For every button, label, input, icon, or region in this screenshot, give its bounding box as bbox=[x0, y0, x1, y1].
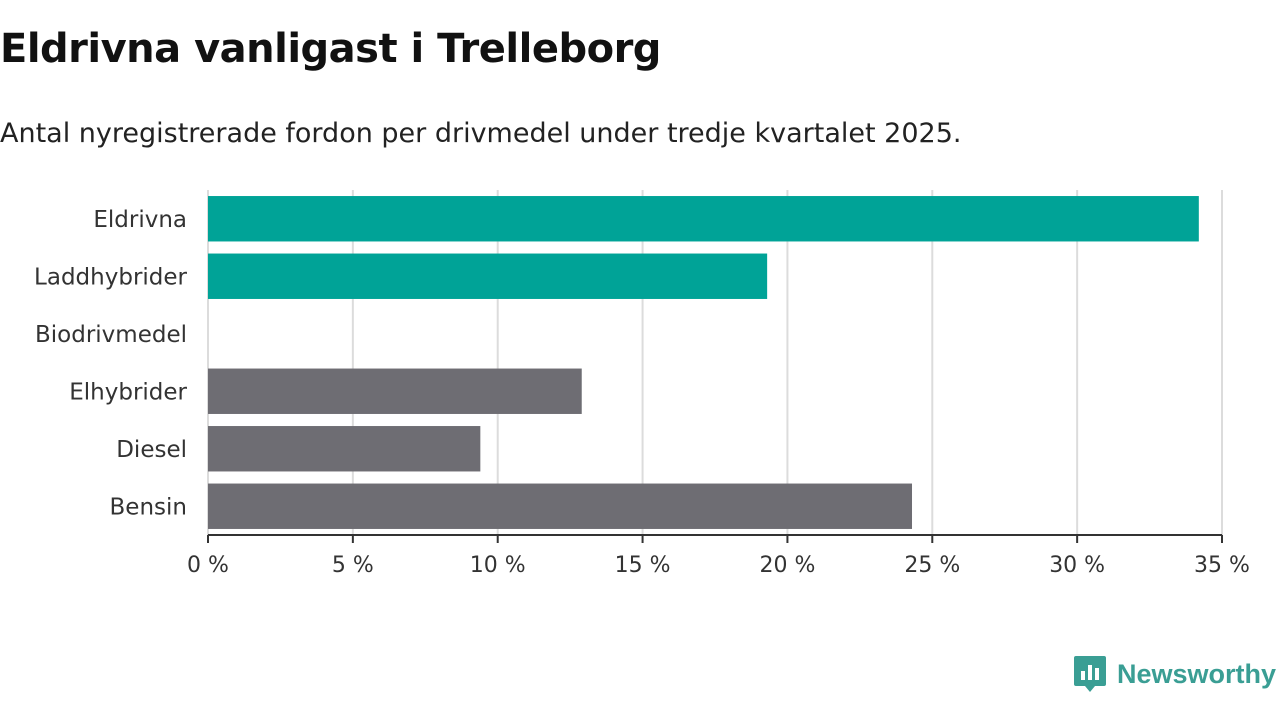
x-tick-label: 20 % bbox=[759, 553, 815, 578]
x-tick-label: 10 % bbox=[470, 553, 526, 578]
x-tick-label: 15 % bbox=[615, 553, 671, 578]
bar-diesel[interactable] bbox=[208, 426, 481, 472]
category-label: Elhybrider bbox=[69, 379, 187, 405]
brand-logo[interactable]: Newsworthy bbox=[1073, 654, 1276, 694]
newsworthy-logo-icon bbox=[1073, 656, 1106, 692]
bar-bensin[interactable] bbox=[208, 483, 913, 529]
x-tick-label: 5 % bbox=[332, 553, 374, 578]
x-tick-label: 30 % bbox=[1049, 553, 1105, 578]
bar-laddhybrider[interactable] bbox=[208, 253, 768, 299]
brand-name: Newsworthy bbox=[1116, 658, 1276, 689]
category-label: Diesel bbox=[116, 437, 187, 463]
category-label: Biodrivmedel bbox=[35, 322, 187, 348]
chart-subtitle: Antal nyregistrerade fordon per drivmede… bbox=[0, 118, 962, 149]
chart-title: Eldrivna vanligast i Trelleborg bbox=[0, 26, 661, 72]
x-tick-label: 35 % bbox=[1194, 553, 1250, 578]
bar-chart: Eldrivna Laddhybrider Biodrivmedel Elhybrid… bbox=[34, 190, 1250, 578]
category-label: Eldrivna bbox=[93, 207, 187, 233]
x-tick-label: 0 % bbox=[187, 553, 229, 578]
bars bbox=[208, 196, 1199, 529]
gridlines bbox=[207, 190, 1223, 535]
bar-elhybrider[interactable] bbox=[208, 368, 582, 414]
bar-eldrivna[interactable] bbox=[208, 196, 1199, 242]
category-label: Laddhybrider bbox=[34, 264, 187, 290]
category-label: Bensin bbox=[110, 494, 187, 520]
category-labels: Eldrivna Laddhybrider Biodrivmedel Elhybrid… bbox=[34, 207, 187, 521]
x-axis: 0 % 5 % 10 % 15 % 20 % 25 % 30 % 35 % bbox=[187, 534, 1250, 578]
x-tick-label: 25 % bbox=[904, 553, 960, 578]
